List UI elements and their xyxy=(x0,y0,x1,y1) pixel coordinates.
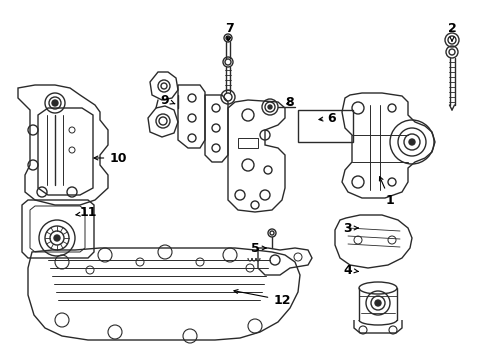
Circle shape xyxy=(408,139,414,145)
Circle shape xyxy=(225,36,229,40)
Text: 7: 7 xyxy=(225,22,234,41)
Text: 11: 11 xyxy=(76,207,97,220)
Text: 8: 8 xyxy=(285,96,294,109)
Text: 3: 3 xyxy=(343,221,358,234)
Text: 12: 12 xyxy=(233,289,290,306)
Text: 6: 6 xyxy=(318,112,336,125)
Circle shape xyxy=(267,105,271,109)
Text: 2: 2 xyxy=(447,22,455,41)
Text: 9: 9 xyxy=(161,94,174,107)
Text: 4: 4 xyxy=(343,264,358,276)
Bar xyxy=(297,110,352,142)
Text: 5: 5 xyxy=(250,242,265,255)
Circle shape xyxy=(54,235,60,241)
Circle shape xyxy=(52,100,58,106)
Circle shape xyxy=(374,300,380,306)
Text: 10: 10 xyxy=(94,152,126,165)
Text: 1: 1 xyxy=(379,177,393,207)
